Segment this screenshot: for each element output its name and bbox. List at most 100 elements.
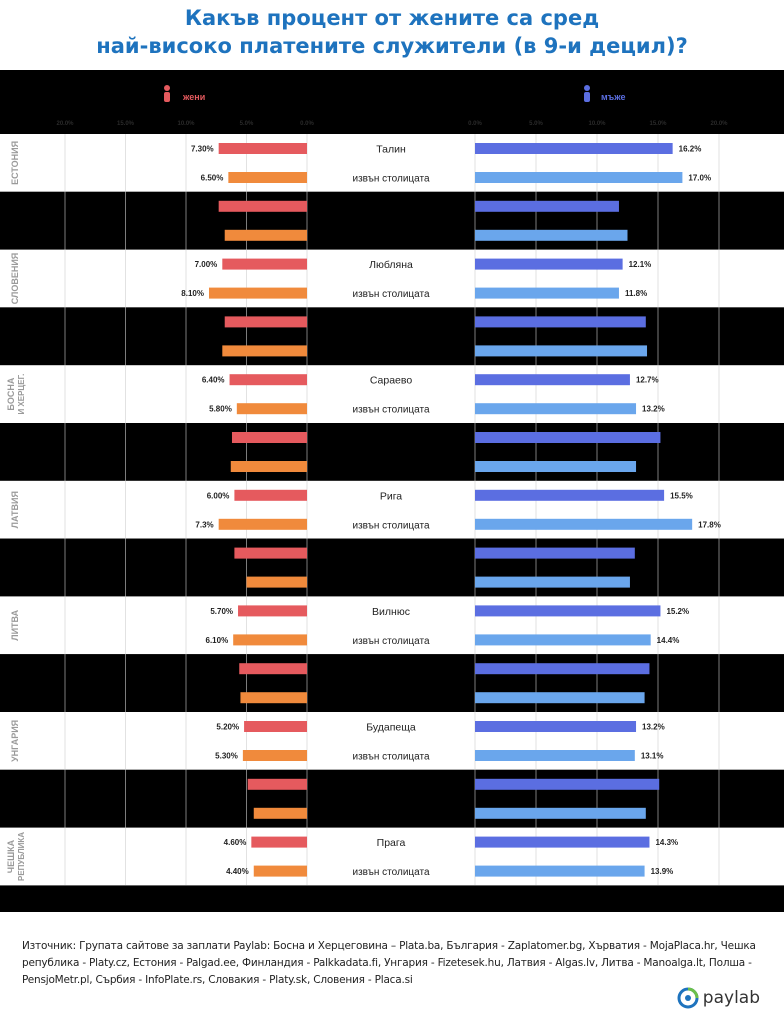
city-label: Рига bbox=[380, 490, 402, 502]
women-bar bbox=[238, 605, 307, 617]
country-label: ПОЛША bbox=[10, 203, 20, 239]
city-label: Любляна bbox=[369, 259, 413, 271]
men-bar bbox=[475, 172, 683, 183]
men-value-label: 14.3% bbox=[655, 838, 678, 847]
men-bar bbox=[475, 432, 661, 443]
city-label: Варшава bbox=[368, 201, 415, 213]
country-band bbox=[0, 191, 784, 250]
city-label: извън столицата bbox=[352, 289, 429, 300]
brand-name: paylab bbox=[702, 988, 760, 1008]
men-bar bbox=[475, 403, 637, 415]
country-label: ЛАТВИЯ bbox=[10, 491, 20, 528]
city-label: извън столицата bbox=[352, 636, 429, 647]
men-bar bbox=[475, 721, 637, 732]
country-label: ФИНЛ. bbox=[10, 553, 20, 582]
male-icon bbox=[584, 85, 590, 91]
women-axis-tick: 15.0% bbox=[117, 121, 135, 127]
city-label: извън столицата bbox=[352, 752, 429, 763]
men-bar bbox=[475, 229, 628, 241]
men-axis-tick: 5.0% bbox=[529, 121, 543, 127]
women-value-label: 5.20% bbox=[216, 723, 239, 732]
men-bar bbox=[475, 200, 619, 212]
women-bar bbox=[247, 778, 307, 790]
women-bar bbox=[253, 807, 307, 819]
female-icon-body bbox=[164, 92, 170, 102]
women-value-label: 7.3% bbox=[195, 520, 213, 529]
country-label-line2: И ХЕРЦЕГ. bbox=[17, 374, 26, 415]
women-value-label: 7.30% bbox=[191, 145, 214, 154]
men-value-label: 17.0% bbox=[688, 174, 711, 183]
city-label: Загреб bbox=[373, 317, 409, 329]
women-bar bbox=[218, 143, 307, 154]
country-label: СЛОВЕНИЯ bbox=[10, 253, 20, 305]
male-icon-body bbox=[584, 92, 590, 102]
legend-women-label: жени bbox=[182, 92, 205, 102]
men-bar bbox=[475, 287, 619, 299]
men-bar bbox=[475, 547, 635, 559]
men-bar bbox=[475, 576, 630, 588]
chart-title: Какъв процент от жените са сред най-висо… bbox=[0, 4, 784, 60]
city-label: Прага bbox=[377, 837, 406, 849]
men-value-label: 12.7% bbox=[636, 376, 659, 385]
men-axis-tick: 15.0% bbox=[649, 121, 667, 127]
women-bar bbox=[239, 663, 307, 675]
city-label: извън столицата bbox=[349, 231, 434, 242]
men-bar bbox=[475, 143, 673, 154]
country-band bbox=[0, 249, 784, 308]
country-label: УНГАРИЯ bbox=[10, 720, 20, 762]
country-label: ЕСТОНИЯ bbox=[10, 141, 20, 185]
men-bar bbox=[475, 461, 637, 472]
women-bar bbox=[231, 432, 307, 443]
country-band bbox=[0, 654, 784, 712]
men-bar bbox=[475, 865, 645, 877]
country-band bbox=[0, 538, 784, 597]
women-value-label: 8.10% bbox=[181, 289, 204, 298]
female-icon bbox=[164, 85, 170, 91]
country-label-line2: РЕПУБЛИКА bbox=[17, 832, 26, 881]
women-bar bbox=[222, 345, 307, 357]
women-axis-tick: 0.0% bbox=[300, 121, 314, 127]
women-value-label: 6.40% bbox=[202, 376, 225, 385]
women-bar bbox=[244, 721, 307, 732]
men-value-label: 15.5% bbox=[670, 491, 693, 500]
country-band bbox=[0, 712, 784, 770]
men-bar bbox=[475, 345, 648, 357]
women-bar bbox=[246, 576, 307, 588]
men-axis-tick: 10.0% bbox=[588, 121, 606, 127]
country-label: СЪРБИЯ bbox=[10, 432, 20, 472]
source-note: Източник: Групата сайтове за заплати Pay… bbox=[22, 940, 756, 986]
footer: Източник: Групата сайтове за заплати Pay… bbox=[0, 912, 784, 1024]
women-value-label: 4.40% bbox=[226, 867, 249, 876]
city-label: извън столицата bbox=[349, 809, 434, 820]
men-value-label: 14.4% bbox=[657, 636, 680, 645]
women-bar bbox=[253, 865, 307, 877]
men-bar bbox=[475, 316, 646, 328]
women-value-label: 6.50% bbox=[201, 174, 224, 183]
men-value-label: 13.9% bbox=[651, 867, 674, 876]
women-bar bbox=[242, 750, 307, 761]
women-value-label: 5.80% bbox=[209, 405, 232, 414]
country-label: ЛИТВА bbox=[10, 609, 20, 640]
city-label: извън столицата bbox=[349, 694, 434, 705]
men-value-label: 13.2% bbox=[642, 723, 665, 732]
city-label: извън столицата bbox=[349, 578, 434, 589]
city-label: извън столицата bbox=[349, 347, 434, 358]
men-bar bbox=[475, 258, 623, 270]
men-bar bbox=[475, 634, 651, 646]
city-label: Хелзинки bbox=[366, 548, 415, 560]
women-value-label: 6.10% bbox=[206, 636, 229, 645]
title-line-1: Какъв процент от жените са сред bbox=[184, 6, 600, 30]
country-label: ХЪРВАТИЯ bbox=[10, 311, 20, 361]
country-label: СЛОВАКИЯ bbox=[10, 773, 20, 824]
women-value-label: 7.00% bbox=[195, 260, 218, 269]
women-bar bbox=[251, 836, 307, 848]
men-bar bbox=[475, 836, 650, 848]
women-bar bbox=[222, 258, 307, 270]
men-value-label: 17.8% bbox=[698, 520, 721, 529]
women-value-label: 5.30% bbox=[215, 752, 238, 761]
women-value-label: 5.70% bbox=[210, 607, 233, 616]
men-value-label: 13.1% bbox=[641, 752, 664, 761]
men-bar bbox=[475, 807, 646, 819]
men-bar bbox=[475, 374, 630, 386]
city-label: извън столицата bbox=[349, 463, 434, 474]
